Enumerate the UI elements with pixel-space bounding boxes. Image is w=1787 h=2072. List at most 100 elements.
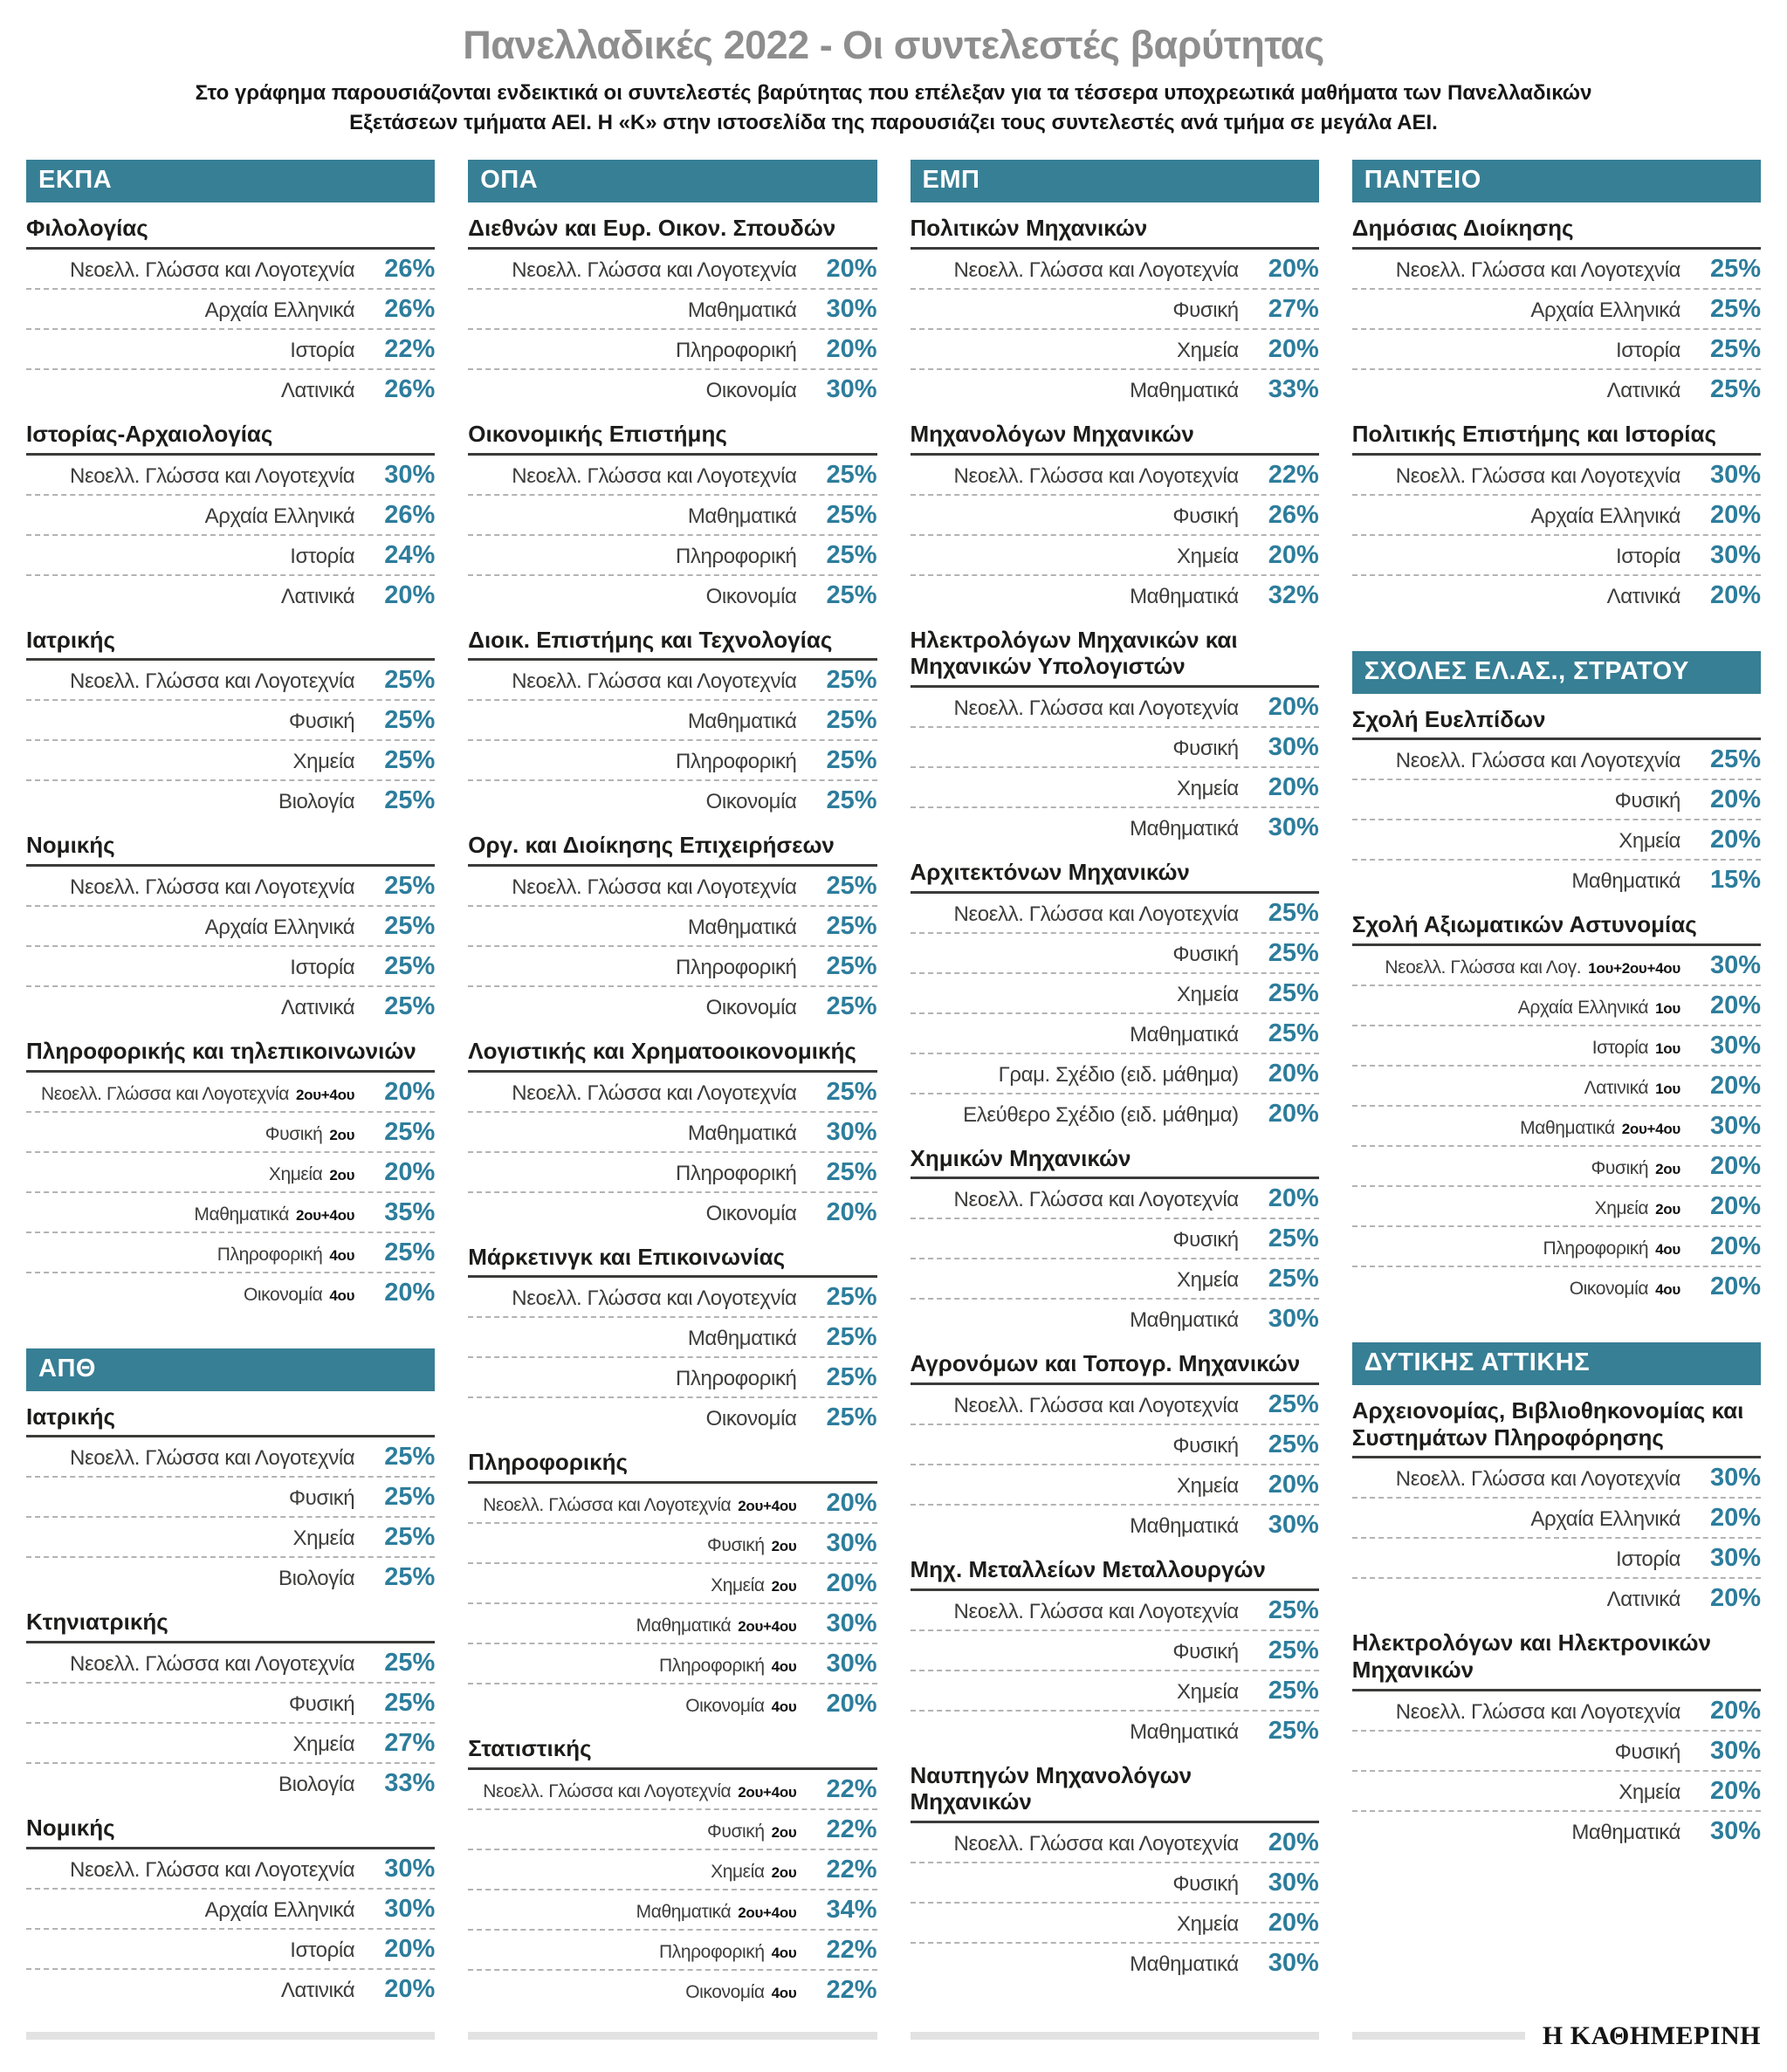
weight-value: 22%	[826, 1774, 877, 1803]
department-title: Στατιστικής	[468, 1735, 877, 1770]
department: Ιατρικής Νεοελλ. Γλώσσα και Λογοτεχνία 25%…	[26, 627, 436, 820]
column-1: ΕΚΠΑ Φιλολογίας Νεοελλ. Γλώσσα και Λογοτεχ…	[26, 160, 436, 2008]
subject-label: Χημεία	[292, 1527, 355, 1551]
subject-label: Αρχαία Ελληνικά	[204, 504, 355, 528]
weight-value: 25%	[826, 580, 877, 609]
exam-session-note: 4ου	[771, 1698, 797, 1715]
subject-row: Χημεία 20%	[910, 1463, 1319, 1504]
subject-row: Νεοελλ. Γλώσσα και Λογοτεχνία 25%	[468, 456, 876, 494]
subject-row: Οικονομία 20%	[468, 1190, 877, 1232]
weight-value: 20%	[1709, 1151, 1761, 1180]
department: Πολιτικής Επιστήμης και Ιστορίας Νεοελλ. …	[1351, 421, 1761, 614]
weight-value: 25%	[1709, 374, 1761, 403]
subject-label: Φυσική	[288, 1691, 355, 1716]
subject-label: Βιολογία	[278, 1567, 355, 1591]
weight-value: 25%	[826, 911, 877, 940]
department-title: Αρχειονομίας, Βιβλιοθηκονομίας και Συστη…	[1351, 1397, 1761, 1459]
weight-value: 20%	[1709, 1776, 1761, 1805]
subject-row: Λατινικά 26%	[26, 367, 436, 408]
department: Νομικής Νεοελλ. Γλώσσα και Λογοτεχνία 30% Α…	[26, 1815, 436, 2008]
weight-value: 20%	[1268, 772, 1319, 801]
subject-row: Χημεία 20%	[1351, 819, 1761, 859]
weight-value: 25%	[826, 1157, 877, 1186]
department: Δημόσιας Διοίκησης Νεοελλ. Γλώσσα και Λογ…	[1351, 215, 1761, 408]
weight-value: 25%	[384, 1648, 436, 1677]
weight-value: 25%	[384, 1443, 436, 1472]
subject-label: Ιστορία	[290, 338, 355, 362]
weight-value: 25%	[1709, 334, 1761, 363]
subject-label: Λατινικά	[1606, 378, 1681, 402]
subject-row: Νεοελλ. Γλώσσα και Λογ. 1ου+2ου+4ου 30%	[1352, 946, 1761, 985]
subject-label: Νεοελλ. Γλώσσα και Λογοτεχνία	[953, 1188, 1240, 1212]
weight-value: 20%	[826, 1197, 877, 1226]
subject-row: Χημεία 2ου 20%	[1351, 1184, 1761, 1225]
subject-label: Χημεία	[1619, 1780, 1680, 1804]
department: Διοικ. Επιστήμης και Τεχνολογίας Νεοελλ. …	[468, 627, 877, 820]
subject-row: Φυσική 30%	[1351, 1729, 1761, 1770]
weight-value: 24%	[384, 540, 436, 569]
university-section: ΣΧΟΛΕΣ ΕΛ.ΑΣ., ΣΤΡΑΤΟΥ Σχολή Ευελπίδων Νεο…	[1351, 650, 1761, 1306]
subject-row: Χημεία 2ου 20%	[468, 1561, 877, 1602]
weight-value: 25%	[1268, 898, 1319, 927]
university-header: ΔΥΤΙΚΗΣ ΑΤΤΙΚΗΣ	[1351, 1341, 1761, 1385]
subject-label: Φυσική	[1614, 789, 1681, 813]
subject-row: Βιολογία 25%	[26, 779, 436, 820]
weight-value: 26%	[384, 254, 436, 283]
subject-label: Μαθηματικά	[1130, 378, 1239, 402]
weight-value: 20%	[1709, 991, 1761, 1019]
subject-row: Φυσική 2ου 20%	[1351, 1144, 1761, 1185]
department: Πληροφορικής και τηλεπικοινωνιών Νεοελλ. …	[26, 1038, 436, 1312]
subject-label: Νεοελλ. Γλώσσα και Λογοτεχνία	[953, 1831, 1240, 1856]
department: Μηχ. Μεταλλείων Μεταλλουργών Νεοελλ. Γλώσ…	[910, 1556, 1319, 1750]
weight-value: 25%	[1709, 745, 1761, 774]
subject-row: Νεοελλ. Γλώσσα και Λογοτεχνία 25%	[911, 1591, 1319, 1629]
subject-row: Νεοελλ. Γλώσσα και Λογοτεχνία 20%	[911, 688, 1319, 726]
weight-value: 20%	[1709, 1696, 1761, 1725]
subject-row: Ιστορία 30%	[1351, 533, 1761, 574]
subject-label: Χημεία	[1594, 1197, 1649, 1218]
weight-value: 30%	[384, 460, 436, 489]
department-title: Ηλεκτρολόγων Μηχανικών και Μηχανικών Υπο…	[910, 627, 1319, 688]
subject-label: Ιστορία	[1615, 338, 1680, 362]
subject-row: Νεοελλ. Γλώσσα και Λογοτεχνία 25%	[468, 661, 876, 699]
department: Λογιστικής και Χρηματοοικονομικής Νεοελλ.…	[468, 1038, 877, 1232]
subject-label: Νεοελλ. Γλώσσα και Λογοτεχνία	[70, 463, 355, 488]
subject-label: Μαθηματικά	[1130, 1719, 1239, 1744]
weight-value: 20%	[1709, 1071, 1761, 1100]
subject-label: Βιολογία	[278, 1772, 355, 1796]
department-title: Διοικ. Επιστήμης και Τεχνολογίας	[468, 627, 877, 662]
subject-label: Νεοελλ. Γλώσσα και Λογοτεχνία	[1395, 257, 1681, 282]
department-title: Αγρονόμων και Τοπογρ. Μηχανικών	[910, 1350, 1319, 1385]
subject-label: Οικονομία	[685, 1695, 765, 1716]
weight-value: 20%	[1268, 1059, 1319, 1087]
subject-row: Οικονομία 25%	[468, 779, 877, 820]
weight-value: 33%	[384, 1768, 436, 1797]
exam-session-note: 4ου	[1655, 1240, 1680, 1258]
exam-session-note: 4ου	[329, 1246, 355, 1264]
weight-value: 30%	[1268, 732, 1319, 761]
subject-row: Μαθηματικά 32%	[910, 573, 1319, 614]
subject-row: Ιστορία 1ου 30%	[1351, 1024, 1761, 1065]
weight-value: 20%	[1709, 580, 1761, 609]
subject-label: Νεοελλ. Γλώσσα και Λογοτεχνία	[953, 696, 1240, 720]
subject-label: Νεοελλ. Γλώσσα και Λογοτεχνία	[953, 902, 1240, 926]
department-title: Ηλεκτρολόγων και Ηλεκτρονικών Μηχανικών	[1351, 1629, 1761, 1691]
subject-row: Νεοελλ. Γλώσσα και Λογοτεχνία 25%	[468, 1073, 876, 1111]
subject-label: Μαθηματικά	[687, 1327, 797, 1351]
subject-row: Πληροφορική 4ου 25%	[26, 1231, 436, 1272]
weight-value: 32%	[1268, 580, 1319, 609]
subject-row: Φυσική 2ου 30%	[468, 1521, 877, 1562]
weight-value: 25%	[826, 706, 877, 735]
subject-label: Μαθηματικά	[1130, 584, 1239, 608]
subject-row: Νεοελλ. Γλώσσα και Λογοτεχνία 25%	[1352, 740, 1761, 779]
weight-value: 30%	[826, 294, 877, 323]
subject-label: Νεοελλ. Γλώσσα και Λογοτεχνία	[40, 1083, 289, 1104]
exam-session-note: 2ου+4ου	[295, 1206, 355, 1224]
weight-value: 30%	[826, 1649, 877, 1677]
department-title: Μηχανολόγων Μηχανικών	[910, 421, 1319, 456]
subject-row: Λατινικά 25%	[1351, 367, 1761, 408]
department-title: Μάρκετινγκ και Επικοινωνίας	[468, 1244, 877, 1279]
subject-label: Νεοελλ. Γλώσσα και Λογοτεχνία	[483, 1780, 732, 1801]
weight-value: 25%	[1268, 1430, 1319, 1458]
subject-row: Πληροφορική 25%	[468, 1150, 877, 1191]
